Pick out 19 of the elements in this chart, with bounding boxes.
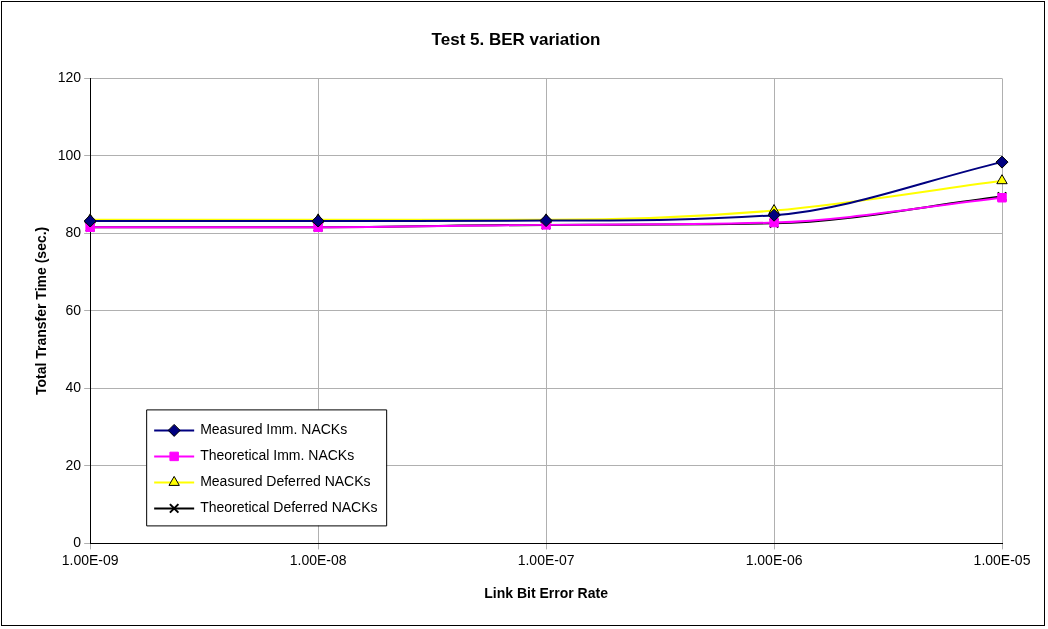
y-axis-title: Total Transfer Time (sec.)	[33, 226, 50, 396]
x-tick-label: 1.00E-08	[289, 551, 347, 568]
y-tick-label: 120	[57, 69, 82, 86]
y-tick-label: 100	[57, 146, 82, 163]
chart-title: Test 5. BER variation	[431, 29, 601, 49]
x-axis-title: Link Bit Error Rate	[484, 585, 609, 602]
legend-label: Theoretical Imm. NACKs	[200, 447, 355, 464]
x-tick-label: 1.00E-07	[517, 551, 575, 568]
legend-label: Theoretical Deferred NACKs	[200, 499, 378, 516]
y-tick-label: 0	[73, 534, 82, 551]
legend-label: Measured Imm. NACKs	[200, 421, 348, 438]
x-tick-label: 1.00E-09	[61, 551, 119, 568]
y-tick-label: 20	[65, 456, 82, 473]
x-tick-label: 1.00E-06	[745, 551, 803, 568]
y-tick-label: 60	[65, 301, 82, 318]
x-tick-label: 1.00E-05	[973, 551, 1031, 568]
y-tick-label: 40	[65, 379, 82, 396]
legend-label: Measured Deferred NACKs	[200, 473, 371, 490]
y-tick-label: 80	[65, 224, 82, 241]
